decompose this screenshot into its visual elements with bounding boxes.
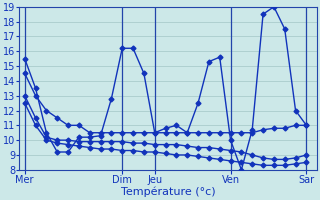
X-axis label: Température (°c): Température (°c): [121, 187, 216, 197]
